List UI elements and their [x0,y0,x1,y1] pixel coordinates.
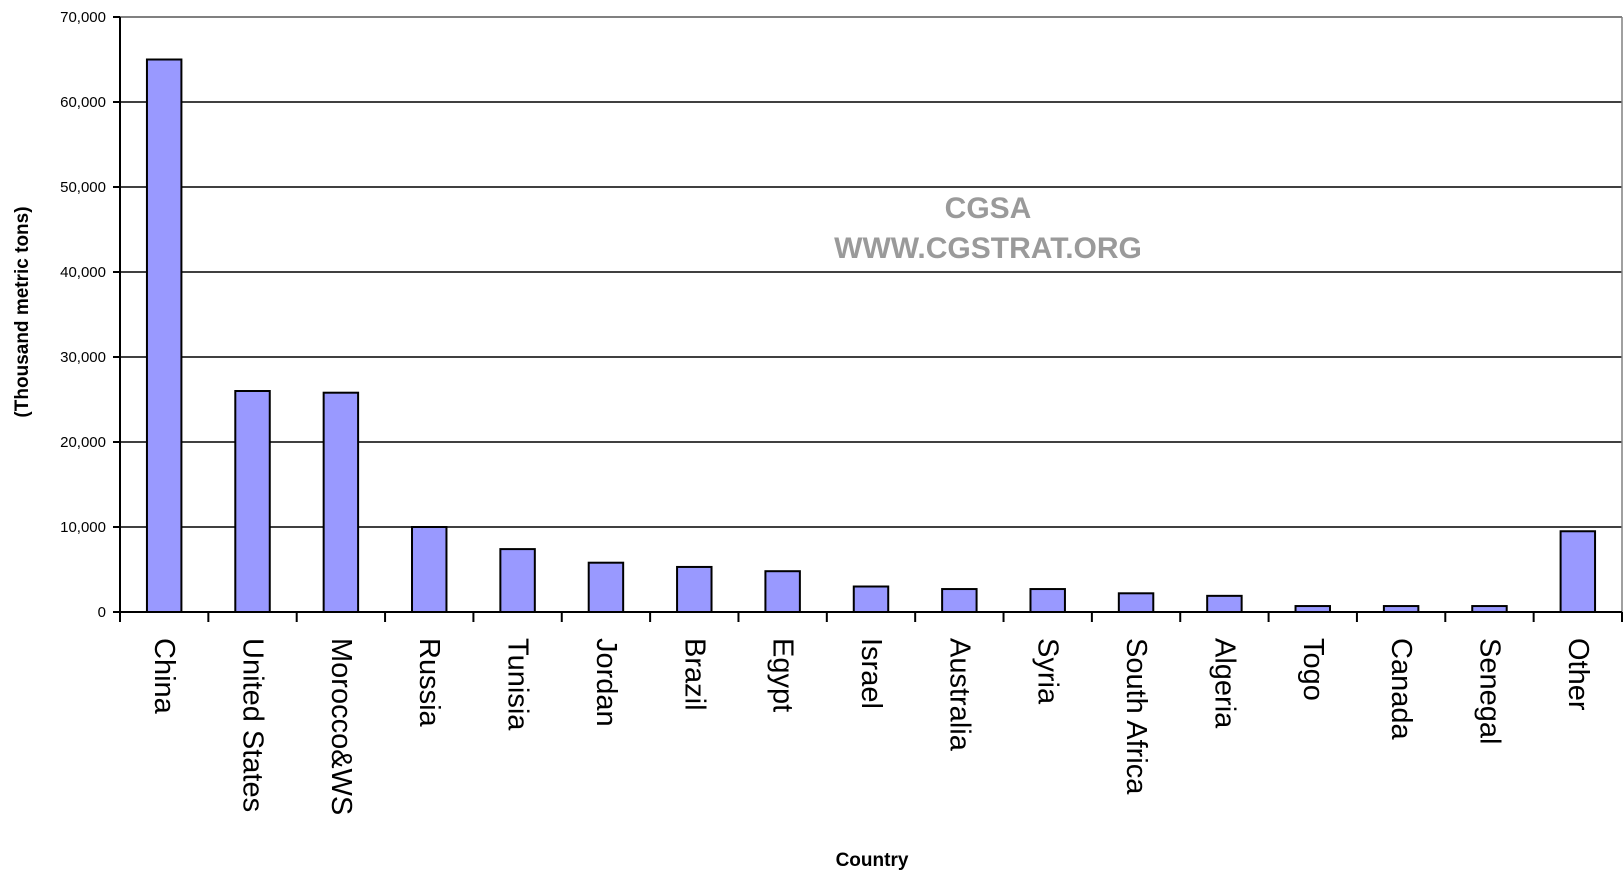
watermark-line-1: CGSA [945,192,1032,225]
bar [1117,592,1155,613]
bar [1206,594,1243,613]
y-tick-label: 0 [98,604,106,621]
plot-frame [120,16,1623,612]
bar [322,391,360,614]
bar [499,548,536,613]
x-tick-label: Tunisia [502,638,534,731]
x-axis-ticks: China United States Morocco&WS Russia Tunisi… [119,611,1623,815]
x-tick-label: Morocco&WS [325,638,357,815]
y-tick-label: 40,000 [60,264,106,281]
x-tick-label: Syria [1032,638,1064,705]
bar [1029,588,1066,613]
x-tick-label: Russia [413,638,445,728]
y-tick-label: 50,000 [60,179,106,196]
x-tick-label: United States [237,638,269,812]
x-tick-label: Algeria [1208,638,1240,729]
bar [676,565,713,614]
y-tick-label: 20,000 [60,434,106,451]
y-tick-label: 30,000 [60,349,106,366]
x-tick-label: Canada [1385,638,1417,740]
x-tick-label: Togo [1297,638,1329,701]
bar [1559,530,1597,613]
x-tick-label: Israel [855,638,887,709]
x-tick-label: Other [1562,638,1594,711]
x-tick-label: Australia [943,638,975,752]
x-axis-title: Country [836,850,909,871]
y-axis-ticks: 0 10,000 20,000 30,000 40,000 50,000 60,000 70,… [60,9,121,621]
x-tick-label: China [148,638,180,715]
bar [852,585,890,613]
x-tick-label: Jordan [590,638,622,727]
x-tick-label: Egypt [767,638,799,712]
y-axis-title: (Thousand metric tons) [12,206,33,417]
x-tick-label: Brazil [678,638,710,711]
x-tick-label: Senegal [1473,638,1505,744]
y-tick-label: 70,000 [60,9,106,26]
bar [234,390,271,613]
watermark-line-2: WWW.CGSTRAT.ORG [834,232,1142,265]
bar [764,570,801,614]
bar [587,561,625,614]
bar [941,588,978,613]
bar [411,526,448,613]
bar [145,58,183,613]
y-tick-label: 60,000 [60,94,106,111]
x-tick-label: South Africa [1120,638,1152,795]
bars [145,58,1597,614]
y-tick-label: 10,000 [60,519,106,536]
